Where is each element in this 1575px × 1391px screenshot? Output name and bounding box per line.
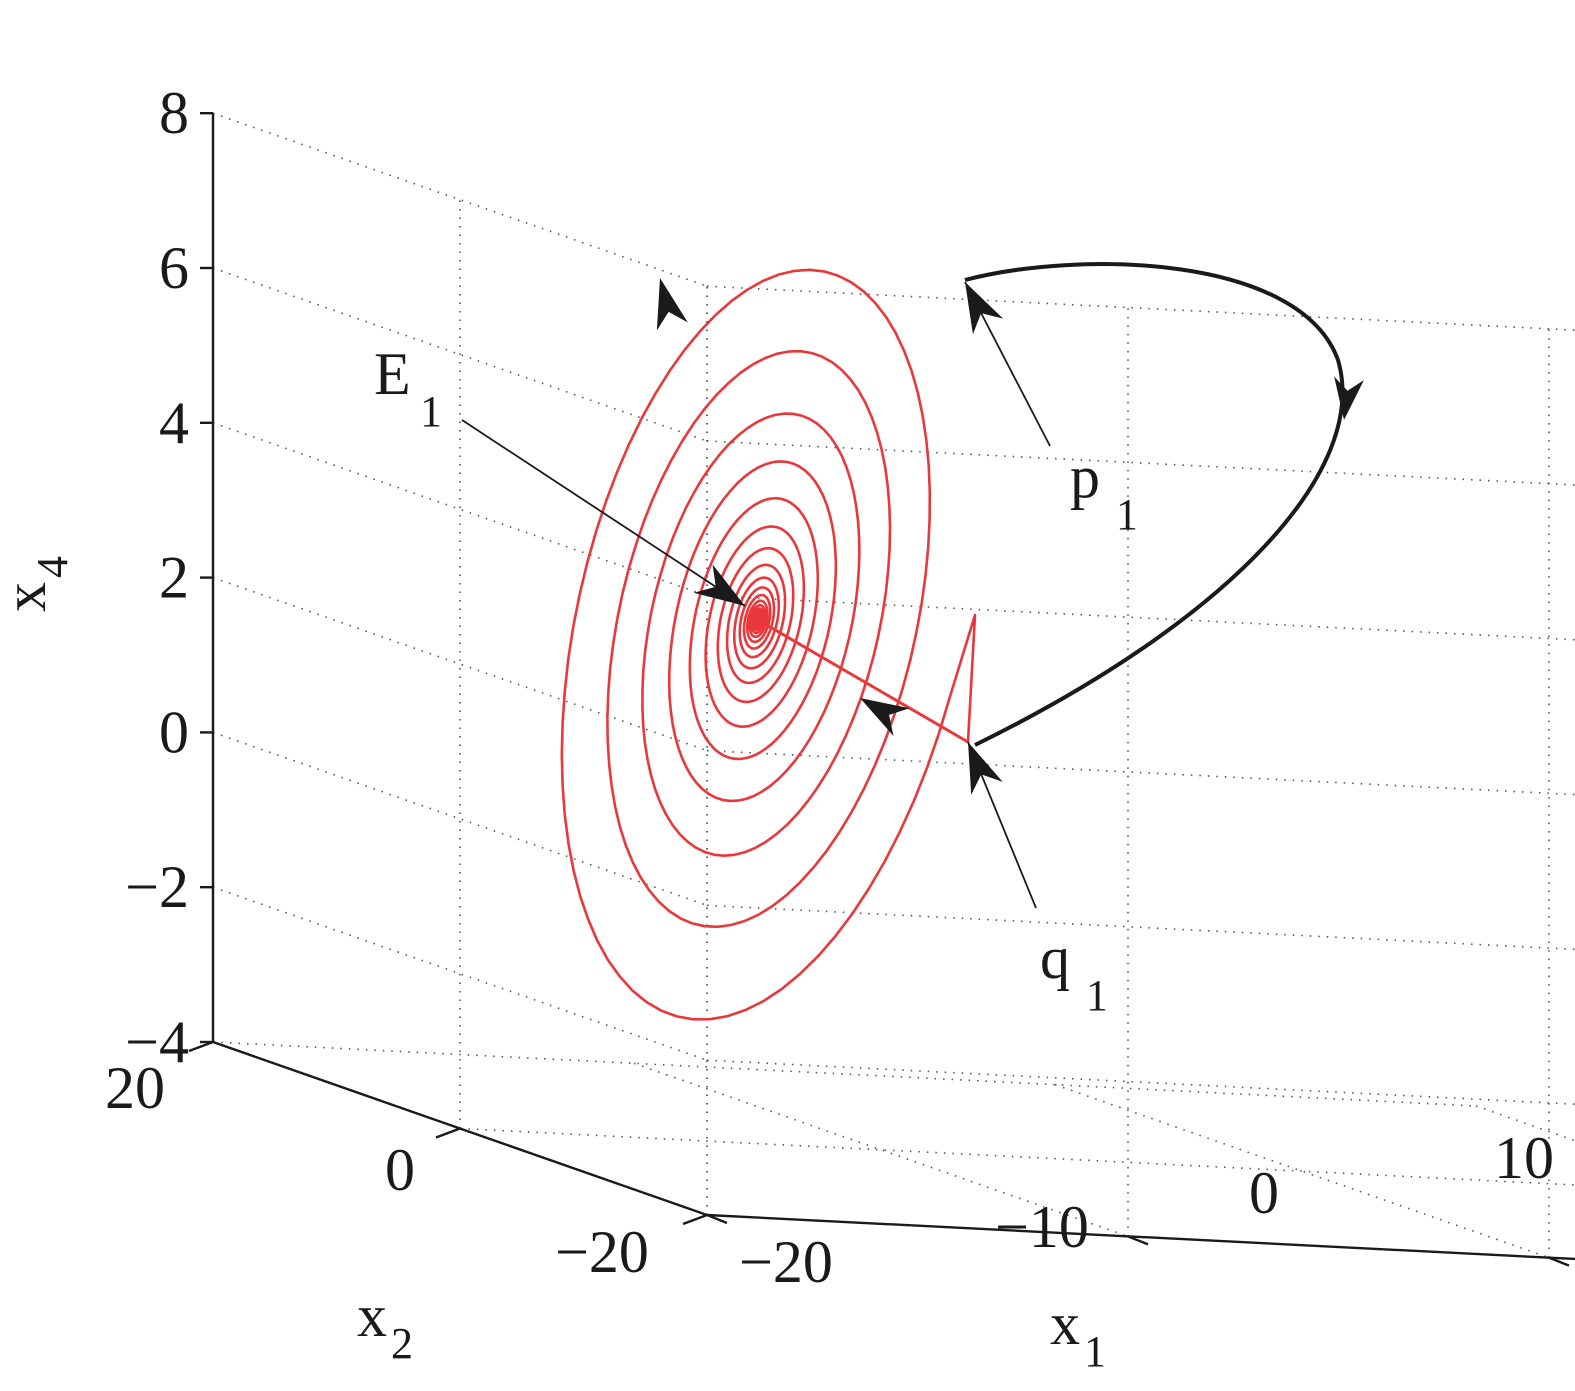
grid-line: [1054, 1083, 1550, 1259]
grid-line: [706, 1214, 1575, 1260]
x1-axis-label-text: x: [1050, 1291, 1080, 1357]
x1-tick-label: −10: [995, 1194, 1089, 1260]
x4-tick-label: 4: [159, 390, 189, 456]
x1-tick: [1127, 1235, 1149, 1246]
grid-line: [212, 1041, 1477, 1107]
x4-tick-label: 8: [159, 80, 189, 146]
x4-axis-label: x4: [0, 556, 77, 612]
orbit-arrowhead: [1334, 376, 1364, 420]
x4-tick-label: −2: [125, 854, 189, 920]
spiral-trajectory: [560, 268, 977, 1021]
label-e1: E: [374, 341, 411, 407]
x2-axis-label-subscript: 2: [391, 1319, 413, 1368]
grid-line: [212, 576, 708, 752]
spiral-arrowhead: [656, 278, 688, 331]
x4-tick-label: 6: [159, 235, 189, 301]
q1-pointer-arrowhead: [968, 742, 1003, 795]
connecting-orbit: [964, 262, 1364, 747]
grid-line: [706, 1059, 1575, 1105]
entry-arrowhead: [860, 698, 910, 736]
label-q1-subscript: 1: [1086, 971, 1108, 1020]
orbit-curve: [964, 262, 1345, 747]
x2-axis-label-text: x: [357, 1283, 387, 1349]
grid-line: [706, 904, 1575, 951]
label-p1: p: [1070, 444, 1100, 510]
x4-tick-label: −4: [125, 1009, 189, 1075]
grid-line: [706, 285, 1575, 331]
x2-tick-label: 0: [385, 1137, 415, 1203]
grid-line: [212, 422, 708, 597]
spiral-entry-segment: [757, 618, 969, 744]
grid-line: [212, 731, 708, 907]
x1-axis-label-subscript: 1: [1084, 1327, 1106, 1376]
x4-tick-label: 2: [159, 545, 189, 611]
x2-tick: [435, 1127, 461, 1139]
grid-line: [706, 1214, 1575, 1260]
x1-tick-label: −20: [739, 1229, 833, 1295]
x1-axis-line: [706, 1213, 1575, 1261]
e1-pointer-arrowhead: [693, 564, 745, 606]
p1-pointer-arrowhead: [965, 282, 1004, 335]
label-p1-subscript: 1: [1116, 490, 1138, 539]
x2-tick: [188, 1040, 214, 1053]
x2-tick-label: −20: [555, 1219, 649, 1285]
x4-axis-label-text: x: [0, 582, 58, 612]
spiral-curve: [560, 268, 977, 1021]
x1-tick-label: 0: [1249, 1160, 1279, 1226]
x1-tick: [706, 1213, 728, 1225]
x4-tick-label: 0: [159, 699, 189, 765]
e1-pointer-line: [461, 419, 746, 607]
grid-line: [706, 749, 1575, 796]
grid-line: [706, 440, 1575, 486]
x1-tick: [1548, 1256, 1570, 1267]
grid-lines: [212, 112, 1575, 1260]
label-e1-subscript: 1: [420, 387, 442, 436]
axes: [188, 111, 1575, 1267]
label-q1: q: [1040, 925, 1070, 991]
grid-line: [459, 1127, 1575, 1186]
x4-axis-label-subscript: 4: [28, 556, 77, 578]
x2-tick: [682, 1213, 708, 1226]
x1-tick-label: 10: [1494, 1125, 1554, 1191]
x2-tick-label: 20: [105, 1055, 165, 1121]
